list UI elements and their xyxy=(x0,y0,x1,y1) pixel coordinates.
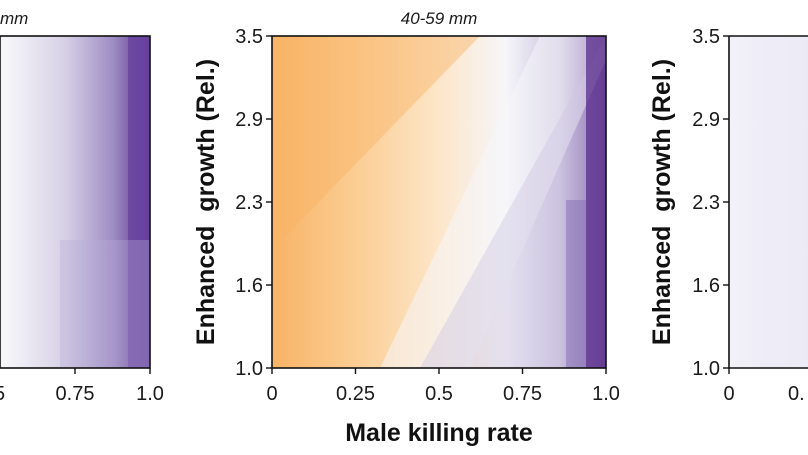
heatmap-b-white-band xyxy=(380,36,606,368)
y-tick-label-c-35: 3.5 xyxy=(692,26,720,48)
x-axis-title: Male killing rate xyxy=(345,419,533,447)
y-axis-title-b: Enhanced growth (Rel.) xyxy=(192,59,220,345)
heatmap-a-field xyxy=(0,36,150,368)
x-tick-label-a-partial: 5 xyxy=(0,383,5,405)
heatmap-panel-b: 40-59 mm 0 0.25 0.5 0.75 1.0 1.0 1.6 2.3… xyxy=(192,9,620,447)
y-tick-label-c-10: 1.0 xyxy=(692,358,720,380)
y-axis-title-c: Enhanced growth (Rel.) xyxy=(648,59,676,345)
y-tick-label-b-35: 3.5 xyxy=(235,26,263,48)
y-ticks-c xyxy=(723,35,730,374)
heatmap-b-purple-edge-2 xyxy=(566,200,586,368)
panel-b-title: 40-59 mm xyxy=(401,9,478,28)
heatmap-a-purple-lower xyxy=(60,240,150,368)
x-tick-label-b-075: 0.75 xyxy=(503,383,542,405)
y-tick-label-b-29: 2.9 xyxy=(235,109,263,131)
panel-a-title: mm xyxy=(0,9,28,28)
y-tick-label-c-29: 2.9 xyxy=(692,109,720,131)
y-tick-label-b-16: 1.6 xyxy=(235,275,263,297)
x-tick-label-b-05: 0.5 xyxy=(425,383,453,405)
y-ticks-b xyxy=(266,35,272,369)
y-tick-label-b-10: 1.0 xyxy=(235,358,263,380)
heatmap-panel-a: mm 5 0.75 1.0 xyxy=(0,9,164,405)
x-tick-label-c-0: 0 xyxy=(723,383,734,405)
x-tick-label-b-025: 0.25 xyxy=(336,383,375,405)
y-tick-label-b-23: 2.3 xyxy=(235,192,263,214)
x-tick-label-c-partial: 0. xyxy=(788,383,805,405)
x-tick-label-a-075: 0.75 xyxy=(56,383,95,405)
x-tick-label-b-0: 0 xyxy=(266,383,277,405)
x-tick-label-b-10: 1.0 xyxy=(592,383,620,405)
heatmap-c-field xyxy=(729,36,808,368)
heatmap-panel-c: 1.0 1.6 2.3 2.9 3.5 0 0. Enhanced growth… xyxy=(648,26,808,405)
heatmap-a-purple-edge xyxy=(128,36,150,368)
heatmap-b-purple-edge xyxy=(586,36,606,368)
y-tick-label-c-16: 1.6 xyxy=(692,275,720,297)
heatmap-b-purple-lower xyxy=(420,36,606,368)
heatmap-b-orange-top xyxy=(272,36,480,250)
x-tick-label-a-10: 1.0 xyxy=(136,383,164,405)
y-tick-label-c-23: 2.3 xyxy=(692,192,720,214)
x-ticks-b xyxy=(271,368,607,374)
